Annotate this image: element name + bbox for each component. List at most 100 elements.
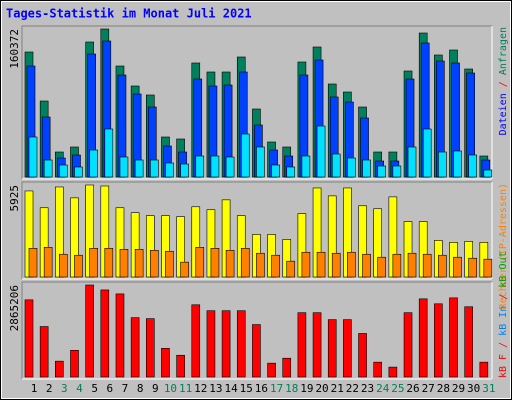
bar [468, 257, 477, 278]
side-label-part: kB In [498, 306, 509, 336]
bar [43, 159, 53, 178]
bar [104, 128, 114, 178]
bar [286, 166, 296, 178]
bar [453, 150, 462, 178]
bar [407, 252, 417, 278]
bar [358, 333, 367, 378]
bar [331, 252, 341, 278]
bar [70, 349, 79, 378]
bar [316, 251, 326, 278]
bar [468, 154, 477, 178]
x-tick-label: 26 [406, 382, 419, 395]
x-tick-label: 9 [152, 382, 159, 395]
bar [210, 155, 220, 178]
bar [130, 317, 140, 378]
bar [438, 151, 447, 178]
bar [74, 254, 83, 278]
bar [165, 162, 174, 178]
bar [362, 159, 371, 178]
x-tick-label: 4 [76, 382, 83, 395]
x-tick-label: 14 [224, 382, 238, 395]
bar [271, 164, 280, 178]
side-label-part: kB Out [498, 251, 509, 287]
bar [134, 159, 144, 178]
x-tick-label: 23 [361, 382, 374, 395]
bar [240, 248, 250, 278]
bar [115, 293, 125, 378]
bar [271, 254, 280, 278]
bar [297, 312, 307, 378]
bar [479, 361, 489, 378]
x-tick-label: 21 [331, 382, 344, 395]
bar [225, 156, 235, 178]
bar [316, 125, 326, 178]
bar [74, 166, 83, 178]
bar [59, 164, 68, 178]
bar [483, 258, 493, 278]
bar [418, 298, 428, 378]
bar [377, 256, 387, 278]
bar [100, 289, 110, 378]
bar [301, 251, 311, 278]
x-tick-label: 18 [285, 382, 298, 395]
x-tick-label: 11 [179, 382, 192, 395]
bar [256, 146, 265, 178]
bar [362, 253, 371, 278]
bar [236, 310, 246, 378]
bar [453, 256, 462, 278]
bar [149, 159, 159, 178]
bar [191, 304, 201, 378]
bar [89, 149, 98, 178]
x-tick-label: 10 [164, 382, 177, 395]
bar [407, 146, 417, 178]
bar [210, 248, 220, 278]
x-tick-label: 6 [106, 382, 113, 395]
bar [434, 303, 443, 378]
x-tick-label: 28 [437, 382, 450, 395]
bar [422, 128, 432, 178]
side-label-part: kB F [498, 354, 509, 378]
bar [373, 361, 383, 378]
bar [59, 253, 68, 278]
side-label-part: Dateien [498, 93, 509, 135]
x-tick-label: 27 [422, 382, 435, 395]
side-label: Rechner (IP-Adressen) [498, 183, 509, 309]
bar [343, 319, 352, 378]
x-tick-label: 20 [315, 382, 328, 395]
x-tick-label: 13 [209, 382, 222, 395]
bar [206, 310, 216, 378]
bar [377, 165, 387, 178]
x-tick-label: 5 [91, 382, 98, 395]
bar [225, 249, 235, 278]
bar [282, 357, 292, 378]
chart-title: Tages-Statistik im Monat Juli 2021 [6, 7, 252, 21]
bar [39, 326, 49, 378]
side-label-part: / [498, 81, 509, 87]
bar [28, 248, 38, 278]
side-label: kB F / kB In / kB Out [498, 251, 509, 378]
bar [464, 306, 473, 378]
x-tick-label: 30 [467, 382, 480, 395]
bar [195, 247, 205, 278]
x-tick-label: 12 [194, 382, 207, 395]
bar [43, 247, 53, 278]
bar [483, 169, 493, 178]
y-tick-label: 5925 [8, 185, 21, 212]
x-tick-label: 3 [61, 382, 68, 395]
x-tick-label: 15 [240, 382, 253, 395]
x-tick-label: 24 [376, 382, 390, 395]
bar [392, 165, 402, 178]
bar [85, 284, 94, 378]
bar [347, 157, 356, 178]
bar [195, 155, 205, 178]
x-tick-label: 22 [346, 382, 359, 395]
bar [221, 310, 231, 378]
x-tick-label: 17 [270, 382, 283, 395]
bar [327, 319, 337, 378]
bar [55, 360, 64, 378]
x-tick-label: 25 [391, 382, 404, 395]
bar [24, 299, 34, 378]
side-label-part: Anfragen [498, 27, 509, 75]
bar [134, 248, 144, 278]
